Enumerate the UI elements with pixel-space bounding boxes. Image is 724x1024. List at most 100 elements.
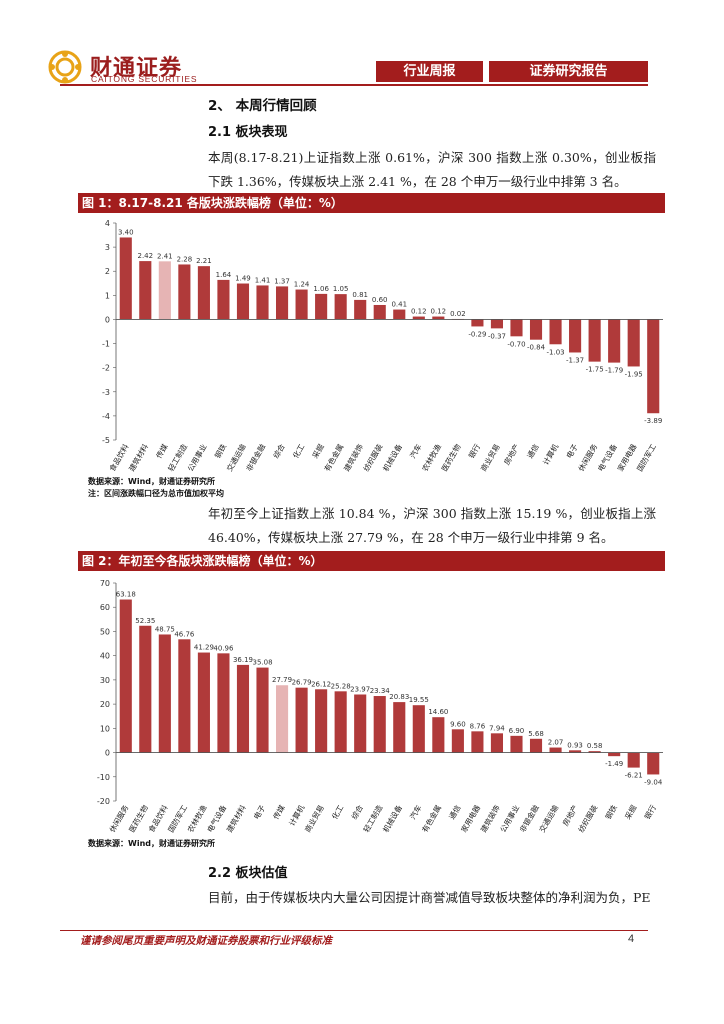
fig1-value-label: -1.03 — [546, 348, 564, 356]
fig2-value-label: 6.90 — [509, 727, 525, 735]
fig1-bar — [295, 289, 308, 320]
fig1-category-label: 汽车 — [407, 442, 423, 460]
fig1-value-label: 1.41 — [255, 276, 271, 284]
fig2-bar — [217, 653, 230, 753]
logo-chinese-name: 财通证券 — [90, 56, 183, 81]
figure2-bar-chart: -20-1001020304050607063.18休闲服务52.35医药生物4… — [97, 579, 663, 834]
fig1-category-label: 计算机 — [540, 442, 560, 467]
fig2-value-label: 48.75 — [155, 625, 175, 633]
fig1-y-tick-label: 4 — [105, 219, 110, 228]
fig1-category-label: 采掘 — [310, 442, 326, 460]
fig1-value-label: 0.12 — [411, 308, 427, 316]
fig2-value-label: 36.19 — [233, 656, 253, 664]
fig1-value-label: -0.29 — [468, 330, 486, 338]
fig2-y-tick-label: -10 — [97, 773, 110, 782]
fig1-bar — [471, 319, 484, 327]
fig2-bar — [529, 738, 543, 753]
figure2-title: 图 2：年初至今各版块涨跌幅榜（单位：%） — [78, 551, 665, 571]
fig2-bar — [432, 717, 445, 753]
fig2-value-label: 26.12 — [311, 680, 331, 688]
figure1-source: 数据来源：Wind，财通证券研究所 — [88, 477, 215, 486]
fig2-bar — [315, 689, 328, 753]
footer-divider — [60, 930, 648, 931]
fig1-value-label: 1.37 — [274, 277, 290, 285]
fig1-y-tick-label: -1 — [102, 340, 110, 349]
fig1-bar — [569, 319, 582, 353]
fig2-value-label: 25.28 — [331, 682, 351, 690]
weekly-summary-paragraph: 本周(8.17-8.21)上证指数上涨 0.61%，沪深 300 指数上涨 0.… — [208, 150, 656, 189]
fig2-value-label: 19.55 — [409, 696, 429, 704]
fig2-bar — [510, 735, 523, 753]
fig2-value-label: 9.60 — [450, 720, 466, 728]
fig2-bar — [158, 634, 171, 753]
fig1-value-label: 1.06 — [313, 285, 329, 293]
fig2-category-label: 汽车 — [407, 803, 423, 821]
fig2-category-label: 电子 — [251, 803, 267, 821]
fig2-category-label: 计算机 — [286, 803, 306, 828]
fig2-bar — [373, 696, 386, 753]
fig1-category-label: 商业贸易 — [478, 442, 502, 473]
fig2-value-label: 26.79 — [292, 679, 312, 687]
fig2-value-label: 2.07 — [548, 739, 564, 747]
caitong-logo-icon — [48, 50, 82, 84]
figure2-source: 数据来源：Wind，财通证券研究所 — [88, 839, 215, 848]
ytd-summary-paragraph: 年初至今上证指数上涨 10.84 %，沪深 300 指数上涨 15.19 %，创… — [208, 506, 656, 545]
header-divider — [60, 84, 648, 86]
fig1-category-label: 房地产 — [501, 442, 521, 466]
fig1-y-tick-label: 1 — [105, 291, 110, 300]
fig1-category-label: 国防军工 — [634, 442, 658, 473]
fig1-bar — [217, 279, 230, 320]
fig2-category-label: 传媒 — [271, 803, 287, 821]
fig1-bar — [529, 319, 543, 340]
page-number: 4 — [628, 933, 635, 945]
fig1-y-tick-label: -2 — [102, 364, 110, 373]
fig1-category-label: 电子 — [564, 442, 580, 460]
fig2-bar — [275, 685, 289, 753]
fig1-bar — [275, 286, 289, 320]
fig2-category-label: 房地产 — [560, 803, 580, 827]
fig2-value-label: 8.76 — [470, 722, 486, 730]
fig1-y-tick-label: 2 — [105, 267, 110, 276]
report-type-tag: 行业周报 — [376, 61, 483, 82]
fig2-value-label: 27.79 — [272, 676, 292, 684]
fig1-bar — [647, 319, 660, 414]
fig1-bar — [178, 264, 191, 320]
footer-disclaimer: 谨请参阅尾页重要声明及财通证券股票和行业评级标准 — [80, 935, 332, 947]
fig2-bar — [334, 691, 347, 753]
fig1-bar — [393, 309, 406, 320]
fig2-y-tick-label: 50 — [100, 627, 110, 636]
fig1-value-label: 0.81 — [352, 291, 368, 299]
fig2-value-label: -1.49 — [605, 760, 623, 768]
fig2-value-label: 41.29 — [194, 644, 214, 652]
fig1-category-label: 钢铁 — [212, 442, 228, 460]
fig2-category-label: 化工 — [329, 803, 345, 821]
logo-english-name: CAITONG SECURITIES — [91, 74, 198, 84]
fig1-bar — [197, 266, 210, 320]
fig2-category-label: 采掘 — [622, 803, 638, 821]
fig1-category-label: 通信 — [525, 442, 541, 460]
fig1-y-tick-label: 3 — [105, 243, 110, 252]
fig1-value-label: -1.95 — [625, 370, 643, 378]
report-category-tag: 证券研究报告 — [489, 61, 648, 82]
fig2-y-tick-label: 30 — [100, 676, 110, 685]
fig1-category-label: 非银金融 — [244, 442, 268, 473]
fig2-bar — [490, 733, 504, 753]
fig2-bar — [178, 639, 191, 753]
fig1-bar — [432, 316, 445, 320]
fig2-category-label: 钢铁 — [603, 803, 619, 821]
fig1-value-label: -1.79 — [605, 367, 623, 375]
fig1-value-label: -0.84 — [527, 344, 546, 352]
fig1-value-label: 2.21 — [196, 257, 212, 265]
fig1-y-tick-label: -5 — [102, 436, 110, 445]
fig1-bar — [608, 319, 621, 363]
fig2-y-tick-label: 0 — [105, 749, 110, 758]
fig2-bar — [608, 752, 621, 757]
fig1-value-label: 1.24 — [294, 281, 310, 289]
fig1-value-label: 2.42 — [138, 252, 154, 260]
fig1-bar — [139, 261, 152, 320]
fig1-bar — [627, 319, 640, 367]
fig1-value-label: -1.37 — [566, 356, 584, 364]
fig2-bar — [354, 694, 367, 753]
fig1-category-label: 银行 — [466, 442, 482, 460]
figure1-note: 注：区间涨跌幅口径为总市值加权平均 — [88, 489, 224, 498]
